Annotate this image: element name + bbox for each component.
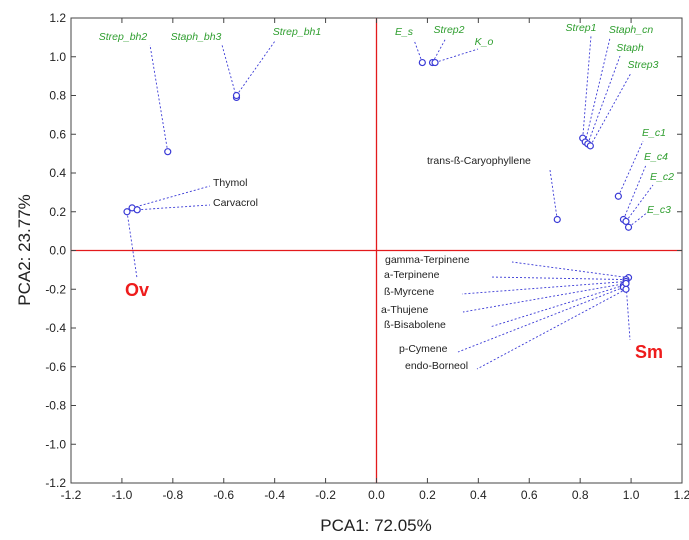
connector-staph-bh3	[221, 44, 237, 98]
point-group-ov	[123, 208, 131, 216]
label-thymol: Thymol	[213, 177, 247, 189]
x-axis-title: PCA1: 72.05%	[320, 516, 432, 535]
point-k-o	[431, 58, 439, 67]
point-e-c3	[624, 223, 633, 231]
point-strep3	[586, 142, 594, 150]
label-e-c1: E_c1	[642, 127, 666, 139]
label-connectors	[126, 35, 654, 370]
connector-e-s	[413, 39, 423, 63]
label-carvacrol: Carvacrol	[213, 197, 258, 209]
x-tick-label: 0.8	[572, 488, 589, 502]
connector-sm	[625, 283, 631, 341]
x-axis-ticks: -1.2 -1.0 -0.8 -0.6 -0.4 -0.2 0.0 0.2 0.4 0.6 0.8 1…	[61, 18, 689, 502]
label-k-o: K_o	[475, 36, 494, 48]
x-tick-label: 0.2	[419, 488, 436, 502]
label-p-cymene: p-Cymene	[399, 343, 448, 355]
label-e-c2: E_c2	[650, 171, 674, 183]
connector-e-c3	[628, 211, 649, 228]
x-tick-label: -1.0	[112, 488, 133, 502]
x-tick-label: -0.8	[162, 488, 183, 502]
point-endo-borneol	[622, 285, 630, 293]
point-e-c1	[614, 192, 622, 200]
point-e-s	[418, 58, 426, 67]
label-a-thujene: a-Thujene	[381, 304, 428, 316]
label-gamma-terpinene: gamma-Terpinene	[385, 254, 470, 266]
y-tick-label: -0.2	[45, 282, 66, 296]
connector-e-c4	[623, 164, 647, 220]
connector-carvacrol	[137, 204, 211, 211]
connector-strep-bh1	[236, 40, 276, 96]
y-tick-label: -0.8	[45, 399, 66, 413]
y-tick-label: -0.4	[45, 321, 66, 335]
connector-a-terpinene	[489, 276, 627, 281]
connector-trans-caryophyllene	[549, 169, 558, 220]
x-tick-label: -0.6	[213, 488, 234, 502]
connector-gamma-terpinene	[511, 261, 629, 279]
connector-strep3	[589, 72, 632, 147]
label-e-c3: E_c3	[647, 204, 671, 216]
connector-ov	[126, 211, 138, 279]
connector-thymol	[131, 185, 211, 209]
point-strep-bh2	[164, 148, 172, 156]
label-staph-bh3: Staph_bh3	[171, 31, 222, 43]
label-strep2: Strep2	[434, 24, 465, 36]
x-tick-label: 0.4	[470, 488, 487, 502]
x-tick-label: -1.2	[61, 488, 82, 502]
y-tick-label: 1.0	[49, 50, 66, 64]
point-carvacrol	[133, 206, 141, 214]
connector-bisabolene	[489, 284, 624, 328]
y-tick-label: -1.0	[45, 437, 66, 451]
y-tick-label: 0.4	[49, 166, 66, 180]
y-tick-label: 1.2	[49, 11, 66, 25]
x-tick-label: -0.2	[315, 488, 336, 502]
point-trans-caryophyllene	[553, 215, 561, 224]
x-tick-label: 1.2	[674, 488, 689, 502]
x-tick-label: 0.6	[521, 488, 538, 502]
x-tick-label: 1.0	[623, 488, 640, 502]
label-e-s: E_s	[395, 26, 414, 38]
label-bisabolene: ß-Bisabolene	[384, 319, 446, 331]
label-myrcene: ß-Myrcene	[384, 286, 434, 298]
label-strep3: Strep3	[628, 59, 659, 71]
group-label-ov: Ov	[125, 280, 149, 300]
y-tick-label: 0.6	[49, 127, 66, 141]
label-strep1: Strep1	[566, 22, 597, 34]
zero-lines	[71, 18, 682, 483]
label-trans-caryophyllene: trans-ß-Caryophyllene	[427, 155, 531, 167]
label-endo-borneol: endo-Borneol	[405, 360, 468, 372]
label-strep-bh1: Strep_bh1	[273, 26, 321, 38]
y-tick-label: -0.6	[45, 360, 66, 374]
connector-strep2	[432, 37, 447, 63]
group-label-sm: Sm	[635, 342, 663, 362]
x-tick-label: 0.0	[368, 488, 385, 502]
x-tick-label: -0.4	[264, 488, 285, 502]
y-tick-label: 0.8	[49, 89, 66, 103]
y-axis-ticks: -1.2 -1.0 -0.8 -0.6 -0.4 -0.2 0.0 0.2 0.4 0.6 0.8 1…	[45, 11, 682, 490]
y-axis-title: PCA2: 23.77%	[15, 194, 34, 306]
label-e-c4: E_c4	[644, 151, 668, 163]
data-points	[123, 58, 633, 293]
label-staph-cn: Staph_cn	[609, 24, 654, 36]
connector-strep1	[582, 35, 592, 139]
label-strep-bh2: Strep_bh2	[99, 31, 148, 43]
connector-p-cymene	[457, 286, 624, 353]
label-staph: Staph	[616, 42, 644, 54]
connector-k-o	[434, 48, 479, 63]
label-a-terpinene: a-Terpinene	[384, 269, 440, 281]
y-tick-label: 0.2	[49, 205, 66, 219]
point-group-sm	[622, 279, 630, 288]
connector-myrcene	[461, 281, 627, 295]
connector-staph-cn	[584, 37, 611, 143]
point-labels: Strep_bh2 Staph_bh3 Strep_bh1 E_s Strep2 K_o S…	[99, 22, 674, 372]
y-tick-label: 0.0	[49, 244, 66, 258]
point-e-c2	[622, 217, 630, 226]
y-tick-label: -1.2	[45, 476, 66, 490]
connector-e-c2	[625, 184, 654, 222]
connector-a-thujene	[462, 282, 627, 313]
point-strep-bh1	[232, 91, 241, 100]
connector-endo-borneol	[476, 288, 627, 370]
